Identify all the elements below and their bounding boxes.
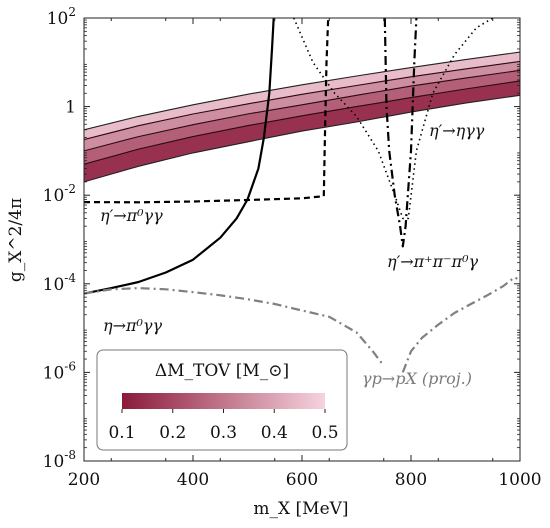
band-contour-0.2 — [84, 80, 520, 165]
curve-dash-dot-gray-4 — [84, 287, 385, 367]
x-tick-label: 200 — [68, 470, 100, 490]
annotation-eta-prime-pi-pi-pi0-gamma: η′→π⁺π⁻π⁰γ — [387, 252, 478, 271]
colorbar-tick-label: 0.4 — [261, 423, 288, 443]
y-tick-label: 10-2 — [43, 182, 76, 206]
band-strip-2 — [84, 70, 520, 165]
band-contour-0.5 — [84, 51, 520, 131]
band-strip-4 — [84, 52, 520, 140]
curve-solid-0 — [84, 18, 275, 295]
annotation-eta-prime-eta-gamma-gamma: η′→ηγγ — [429, 121, 485, 140]
annotation-eta-pi0-gamma-gamma: η→π⁰γγ — [103, 316, 162, 335]
constraint-curves — [84, 18, 518, 373]
colorbar-tick-label: 0.3 — [210, 423, 237, 443]
band-contour-0.1 — [84, 94, 520, 183]
band-strip-3 — [84, 61, 520, 151]
y-tick-label: 10-4 — [43, 271, 77, 295]
annotation-gamma-p-proj: γp→pX (proj.) — [362, 369, 472, 388]
mass-band — [84, 51, 520, 183]
colorbar-tick-label: 0.5 — [311, 423, 338, 443]
colorbar-gradient — [122, 393, 325, 409]
curve-dash-dot-3 — [383, 18, 418, 248]
colorbar-legend: ΔM_TOV [M_⊙] 0.1 0.2 0.3 0.4 0.5 — [96, 349, 348, 451]
y-tick-label: 102 — [47, 5, 76, 29]
x-tick-label: 800 — [395, 470, 427, 490]
band-contour-0.3 — [84, 69, 520, 152]
y-axis-label: g_X^2/4π — [6, 198, 26, 282]
curve-dash-dot-gray-5 — [401, 276, 518, 373]
colorbar-label: ΔM_TOV [M_⊙] — [155, 361, 289, 381]
colorbar-ticks: 0.1 0.2 0.3 0.4 0.5 — [108, 409, 339, 443]
y-tick-label: 1 — [65, 98, 76, 118]
curve-dotted-2 — [293, 18, 494, 220]
curve-dashed-1 — [84, 18, 330, 204]
y-tick-label: 10-6 — [43, 359, 76, 383]
colorbar-tick-label: 0.2 — [159, 423, 186, 443]
x-tick-label: 1000 — [498, 470, 541, 490]
band-strip-1 — [84, 80, 520, 182]
x-tick-label: 600 — [286, 470, 318, 490]
x-axis-label: m_X [MeV] — [253, 499, 348, 519]
y-tick-label: 10-8 — [43, 448, 76, 472]
colorbar-tick-label: 0.1 — [108, 423, 135, 443]
annotation-eta-prime-pi0-gamma-gamma: η′→π⁰γγ — [100, 206, 163, 225]
annotations: η′→π⁰γγ η→π⁰γγ η′→ηγγ η′→π⁺π⁻π⁰γ γp→pX (… — [100, 121, 485, 388]
axis-ticks: 200 400 600 800 1000 10-8 10-6 10-4 10-2 1 102 — [43, 5, 542, 490]
band-contour-0.4 — [84, 60, 520, 141]
x-tick-label: 400 — [177, 470, 209, 490]
